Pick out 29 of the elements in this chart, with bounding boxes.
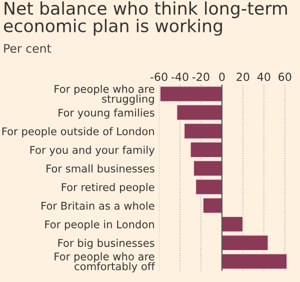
bar <box>190 142 222 158</box>
x-tick-label: 60 <box>278 72 292 82</box>
y-tick-label: For people in London <box>45 220 154 230</box>
y-tick-label: For people who are struggling <box>54 84 154 105</box>
x-tick-label: -20 <box>192 72 210 82</box>
y-tick-label: For retired people <box>62 182 154 194</box>
x-tick-label: 20 <box>236 72 250 82</box>
bar <box>202 198 222 214</box>
y-tick-label: For young families <box>58 108 154 119</box>
y-tick-label: For people outside of London <box>2 127 154 138</box>
bar <box>222 216 244 232</box>
x-tick-label: -40 <box>171 72 188 82</box>
bar <box>193 160 222 176</box>
bar <box>184 123 222 140</box>
bar <box>195 178 222 196</box>
y-tick-label: For people who are comfortably off <box>54 252 156 272</box>
text: Per cent <box>4 44 52 53</box>
y-tick-label: For small businesses <box>46 164 154 173</box>
bar <box>222 253 288 270</box>
x-tick-label: 0 <box>219 72 225 82</box>
bar <box>160 86 222 102</box>
chart-title: Net balance who think long-term economic plan is working <box>4 1 287 36</box>
bar <box>176 104 222 121</box>
y-tick-label: For you and your family <box>30 146 155 156</box>
x-tick-label: -60 <box>150 72 168 82</box>
y-tick-label: For Britain as a whole <box>42 202 154 210</box>
bar <box>222 234 268 251</box>
y-tick-label: For big businesses <box>58 238 154 250</box>
x-tick-label: 40 <box>257 72 270 82</box>
